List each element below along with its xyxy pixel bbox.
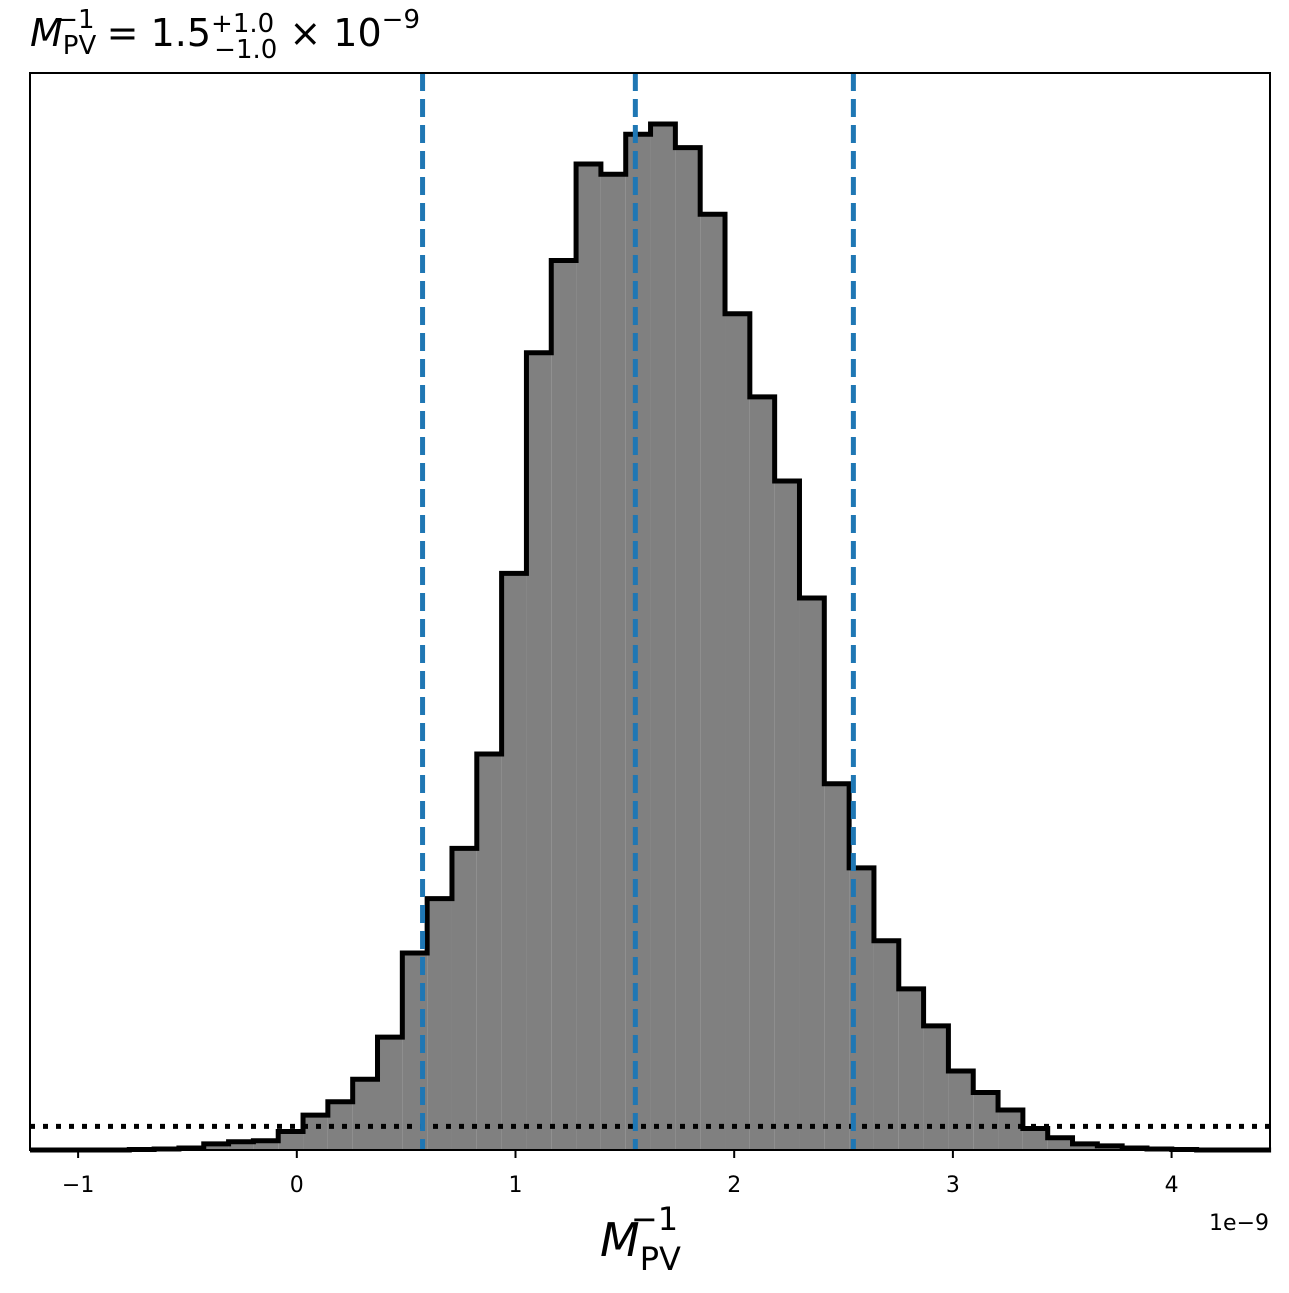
histogram-bar (253, 1140, 279, 1150)
x-tick-label: 2 (727, 1173, 741, 1198)
histogram-bar (576, 164, 601, 1150)
axes-frame (29, 72, 1271, 1151)
histogram-bar (427, 898, 452, 1150)
histogram-bar (501, 573, 527, 1150)
x-tick-label: 4 (1165, 1173, 1179, 1198)
x-axis-label: MPV−1 (600, 1200, 681, 1278)
histogram-bar (625, 134, 651, 1150)
x-tick-label: 1 (509, 1173, 523, 1198)
x-tick-label: 0 (290, 1173, 304, 1198)
histogram-bar (551, 260, 577, 1150)
histogram-outline (30, 121, 1272, 1153)
histogram-bar (352, 1079, 378, 1150)
histogram-bar (774, 481, 800, 1151)
histogram-bar (873, 940, 899, 1150)
histogram-bar (749, 396, 775, 1150)
x-offset-text: 1e−9 (1209, 1211, 1269, 1236)
histogram-bar (650, 124, 676, 1150)
histogram-bar (1072, 1143, 1098, 1150)
histogram-bar (824, 783, 850, 1150)
x-axis: −1 0 1 2 3 4 (62, 1150, 1179, 1198)
histogram-bar (377, 1037, 403, 1150)
x-tick-label: −1 (62, 1173, 94, 1198)
histogram-bar (1047, 1137, 1073, 1150)
x-tick-label: 3 (946, 1173, 960, 1198)
histogram-bar (600, 174, 626, 1151)
histogram-bar (476, 753, 502, 1150)
histogram-bar (998, 1109, 1023, 1150)
histogram-bar (700, 214, 726, 1151)
chart-title: MPV−1 = 1.5+1.0 −1.0 × 10−9 (30, 5, 420, 65)
histogram-bar (228, 1141, 254, 1150)
plot-marks (30, 73, 1272, 1153)
histogram-bar (1022, 1128, 1048, 1150)
histogram-bar (451, 848, 477, 1150)
histogram-bar (799, 598, 825, 1150)
histogram-bar (278, 1131, 304, 1150)
histogram-bar (973, 1092, 999, 1150)
histogram-bar (303, 1115, 328, 1150)
histogram-bar (675, 147, 701, 1150)
histogram-bar (898, 988, 924, 1150)
histogram-bar (948, 1070, 974, 1150)
histogram-bar (923, 1025, 949, 1150)
title-sub: PV (63, 31, 97, 61)
histogram-bar (203, 1143, 229, 1150)
histogram-bar (725, 313, 750, 1150)
histogram-bar (526, 352, 552, 1151)
